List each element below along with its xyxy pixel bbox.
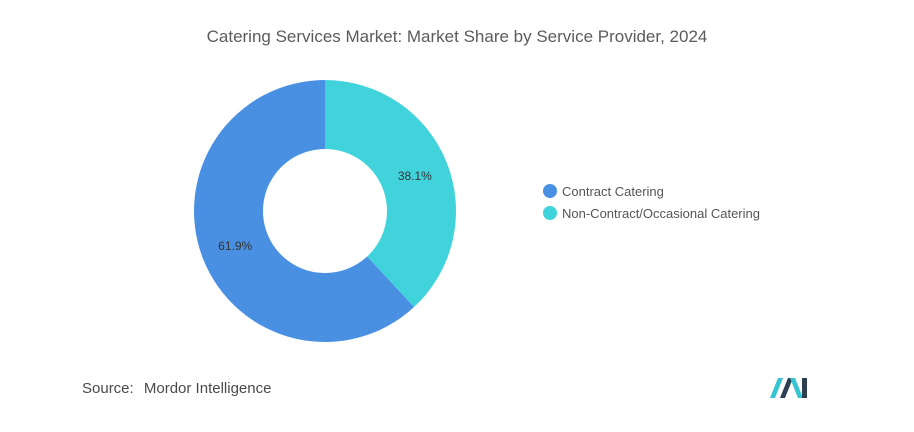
slice-label-contract-catering: 61.9%: [218, 239, 252, 253]
slice-label-non-contract-catering: 38.1%: [398, 169, 432, 183]
chart-legend: Contract Catering Non-Contract/Occasiona…: [543, 180, 760, 224]
source-value: Mordor Intelligence: [143, 380, 272, 397]
mordor-intelligence-logo: [770, 378, 807, 398]
legend-label-contract-catering: Contract Catering: [562, 183, 664, 199]
chart-title: Catering Services Market: Market Share b…: [206, 27, 708, 46]
legend-item-non-contract-catering[interactable]: Non-Contract/Occasional Catering: [543, 202, 760, 224]
slice-contract-catering[interactable]: [194, 80, 415, 343]
legend-swatch-non-contract-catering: [543, 206, 557, 220]
slice-non-contract-catering[interactable]: [325, 80, 457, 308]
source-note: Source: Mordor Intelligence: [82, 380, 271, 397]
legend-swatch-contract-catering: [543, 184, 557, 198]
legend-label-non-contract-catering: Non-Contract/Occasional Catering: [562, 205, 760, 221]
legend-item-contract-catering[interactable]: Contract Catering: [543, 180, 760, 202]
source-key: Source:: [82, 380, 134, 397]
